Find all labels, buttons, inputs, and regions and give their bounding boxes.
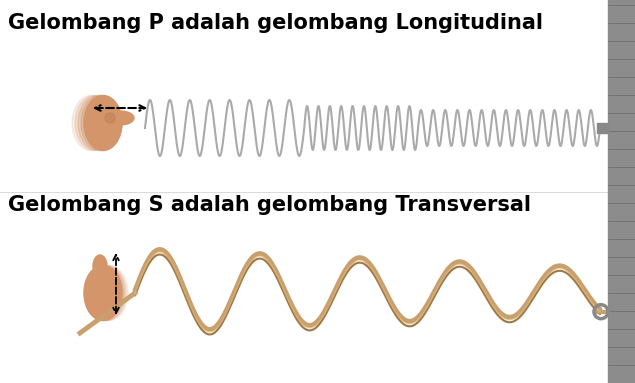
Ellipse shape	[75, 95, 113, 151]
Ellipse shape	[84, 265, 122, 321]
Ellipse shape	[90, 265, 128, 321]
Ellipse shape	[84, 95, 122, 151]
Bar	[608, 0, 635, 383]
Ellipse shape	[78, 95, 116, 151]
Ellipse shape	[86, 265, 123, 321]
Ellipse shape	[84, 95, 122, 151]
Ellipse shape	[106, 111, 134, 125]
Text: Gelombang S adalah gelombang Transversal: Gelombang S adalah gelombang Transversal	[8, 195, 531, 215]
Ellipse shape	[72, 95, 110, 151]
Ellipse shape	[81, 95, 119, 151]
Ellipse shape	[93, 255, 107, 277]
Text: Gelombang P adalah gelombang Longitudinal: Gelombang P adalah gelombang Longitudina…	[8, 13, 543, 33]
Ellipse shape	[105, 113, 115, 123]
Ellipse shape	[84, 265, 122, 321]
Ellipse shape	[88, 265, 126, 321]
Ellipse shape	[87, 265, 125, 321]
Bar	[597, 123, 608, 133]
